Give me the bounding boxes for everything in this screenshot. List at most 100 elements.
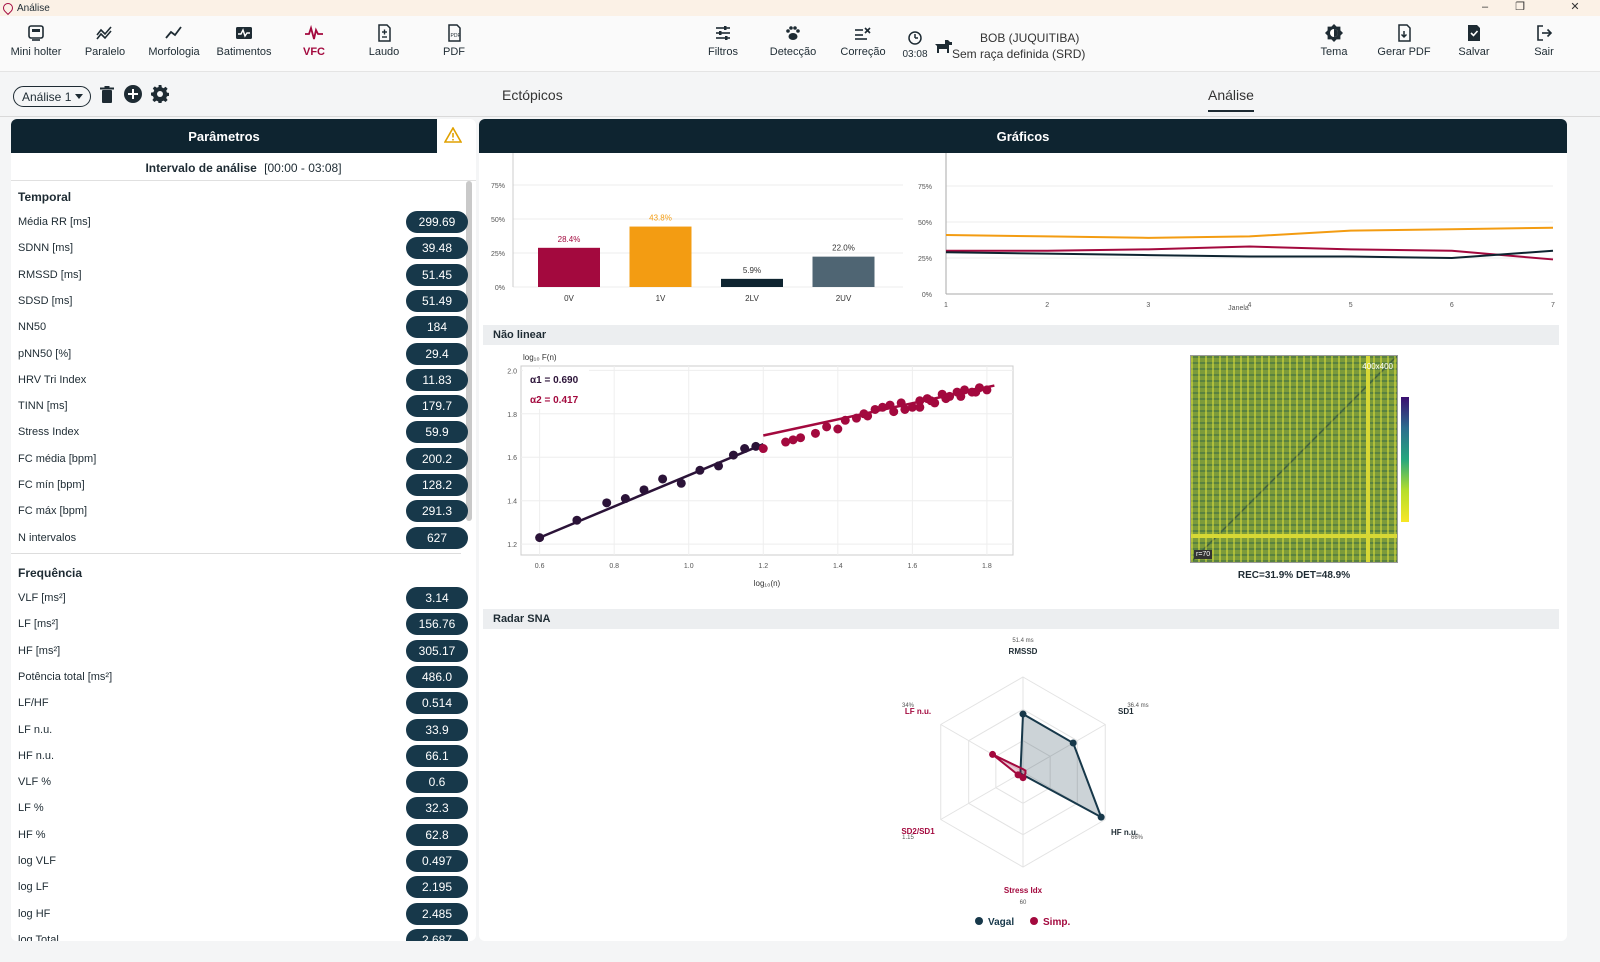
series-line <box>946 245 1554 261</box>
series-line <box>945 226 1554 239</box>
x-tick-label: 1.4 <box>833 563 843 570</box>
y-tick-label: 75% <box>918 184 932 191</box>
chevron-down-icon <box>75 94 83 99</box>
analysis-select-value: Análise 1 <box>22 90 72 104</box>
y-tick-label: 25% <box>918 256 932 263</box>
data-point <box>889 407 899 417</box>
legend-box <box>523 369 589 409</box>
param-value: 59.9 <box>406 421 468 444</box>
param-value: 62.8 <box>406 823 468 846</box>
dog-icon <box>933 38 953 59</box>
tab-ectopicos[interactable]: Ectópicos <box>502 87 563 103</box>
param-row: log Total 2.687 <box>18 927 468 941</box>
bar <box>538 247 600 287</box>
radar-spoke <box>1022 724 1106 773</box>
param-row: FC mín [bpm] 128.2 <box>18 472 468 498</box>
param-value: 39.48 <box>406 237 468 260</box>
beats-button[interactable]: Batimentos <box>208 22 280 70</box>
report-icon <box>373 22 395 44</box>
filters-button[interactable]: Filtros <box>687 22 759 70</box>
morphology-button[interactable]: Morfologia <box>138 22 210 70</box>
legend-marker <box>1030 917 1038 925</box>
window-title: Análise <box>17 2 50 14</box>
section-divider <box>11 553 461 554</box>
gear-icon[interactable] <box>151 85 170 108</box>
rqa-colorbar <box>1401 397 1409 522</box>
x-tick-label: 7 <box>1551 302 1555 309</box>
param-row: LF/HF 0.514 <box>18 690 468 716</box>
patient-info: BOB (JUQUITIBA) Sem raça definida (SRD) <box>952 30 1085 62</box>
param-value: 486.0 <box>406 665 468 688</box>
y-tick-label: 1.2 <box>507 542 517 549</box>
param-row: LF n.u. 33.9 <box>18 717 468 743</box>
generate-pdf-button[interactable]: Gerar PDF <box>1368 22 1440 70</box>
parallel-label: Paralelo <box>84 46 126 58</box>
param-label: FC média [bpm] <box>18 452 97 465</box>
tab-analise[interactable]: Análise <box>1208 87 1254 112</box>
save-button[interactable]: Salvar <box>1438 22 1510 70</box>
parallel-button[interactable]: Paralelo <box>69 22 141 70</box>
param-value: 66.1 <box>406 744 468 767</box>
analysis-select[interactable]: Análise 1 <box>13 86 91 107</box>
param-row: HRV Tri Index 11.83 <box>18 367 468 393</box>
window-line-chart: 0% 25% 50% 75% 1 2 3 4 5 6 7 Janela <box>918 153 1555 312</box>
close-button[interactable]: ✕ <box>1570 1 1580 13</box>
exit-button[interactable]: Sair <box>1508 22 1580 70</box>
vfc-button[interactable]: VFC <box>278 22 350 70</box>
param-label: log VLF <box>18 855 56 867</box>
param-value: 2.485 <box>406 902 468 925</box>
restore-button[interactable]: ❐ <box>1515 1 1525 13</box>
frequency-section-title: Frequência <box>18 566 83 580</box>
x-tick-label: 2LV <box>745 294 759 303</box>
detection-button[interactable]: Detecção <box>757 22 829 70</box>
legend-marker <box>975 917 983 925</box>
param-label: HF [ms²] <box>18 644 61 657</box>
bar <box>721 278 783 287</box>
x-tick-label: 1 <box>944 302 948 309</box>
param-value: 3.14 <box>406 587 468 609</box>
param-label: RMSSD [ms] <box>18 268 82 281</box>
param-value: 200.2 <box>406 447 468 470</box>
pdf-button[interactable]: PDF PDF <box>418 22 490 70</box>
param-label: TINN [ms] <box>18 400 68 413</box>
filters-label: Filtros <box>708 46 738 58</box>
x-axis-label: Janela <box>1228 305 1249 312</box>
add-analysis-icon[interactable] <box>124 85 142 108</box>
morphology-label: Morfologia <box>148 46 200 58</box>
trash-icon[interactable] <box>100 86 114 109</box>
bar-value-label: 5.9% <box>743 266 761 275</box>
radar-value-label: 51.4 ms <box>1012 638 1033 644</box>
mini-holter-button[interactable]: Mini holter <box>0 22 72 70</box>
timer-value: 03:08 <box>902 49 928 60</box>
series-line <box>945 249 1554 260</box>
param-value: 2.195 <box>406 876 468 899</box>
param-label: Potência total [ms²] <box>18 670 113 683</box>
morphology-icon <box>163 22 185 44</box>
y-tick-label: 25% <box>491 251 505 258</box>
x-tick-label: 2 <box>1045 302 1049 309</box>
dfa-scatter-chart: 0.6 0.8 1.0 1.2 1.4 1.6 1.8 1.2 1.4 1.6 1.8 2.0 log₁… <box>507 353 1014 588</box>
bar <box>812 256 875 287</box>
minimize-button[interactable]: – <box>1481 1 1489 13</box>
param-row: HF % 62.8 <box>18 822 468 848</box>
scrollbar-thumb[interactable] <box>466 181 472 521</box>
warning-icon[interactable] <box>443 126 463 148</box>
param-label: VLF [ms²] <box>18 592 66 604</box>
theme-icon <box>1323 22 1345 44</box>
radar-axis-label: SD2/SD1 <box>901 827 935 836</box>
radar-point <box>1069 739 1077 747</box>
radar-spoke <box>940 724 1024 773</box>
param-value: 29.4 <box>406 342 468 365</box>
mini-holter-icon <box>25 22 47 44</box>
param-row: NN50 184 <box>18 314 468 340</box>
fit-line <box>763 384 995 437</box>
param-row: HF [ms²] 305.17 <box>18 638 468 664</box>
vfc-label: VFC <box>303 46 325 58</box>
graphs-title: Gráficos <box>479 119 1567 153</box>
radar-spoke <box>940 771 1024 820</box>
correction-button[interactable]: Correção <box>827 22 899 70</box>
theme-button[interactable]: Tema <box>1298 22 1370 70</box>
report-button[interactable]: Laudo <box>348 22 420 70</box>
ectopic-bar-chart: 0% 25% 50% 75% 28.4% 0V 43.8% 1V 5.9% 2LV 22.0% 2UV <box>491 153 903 303</box>
